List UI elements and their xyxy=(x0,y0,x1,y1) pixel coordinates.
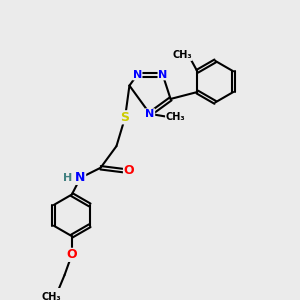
Text: O: O xyxy=(67,248,77,261)
Text: CH₃: CH₃ xyxy=(166,112,185,122)
Text: H: H xyxy=(63,173,72,183)
Text: N: N xyxy=(146,109,154,119)
Text: N: N xyxy=(75,171,85,184)
Text: CH₃: CH₃ xyxy=(172,50,192,60)
Text: O: O xyxy=(124,164,134,177)
Text: CH₃: CH₃ xyxy=(42,292,62,300)
Text: S: S xyxy=(121,111,130,124)
Text: N: N xyxy=(158,70,167,80)
Text: N: N xyxy=(133,70,142,80)
